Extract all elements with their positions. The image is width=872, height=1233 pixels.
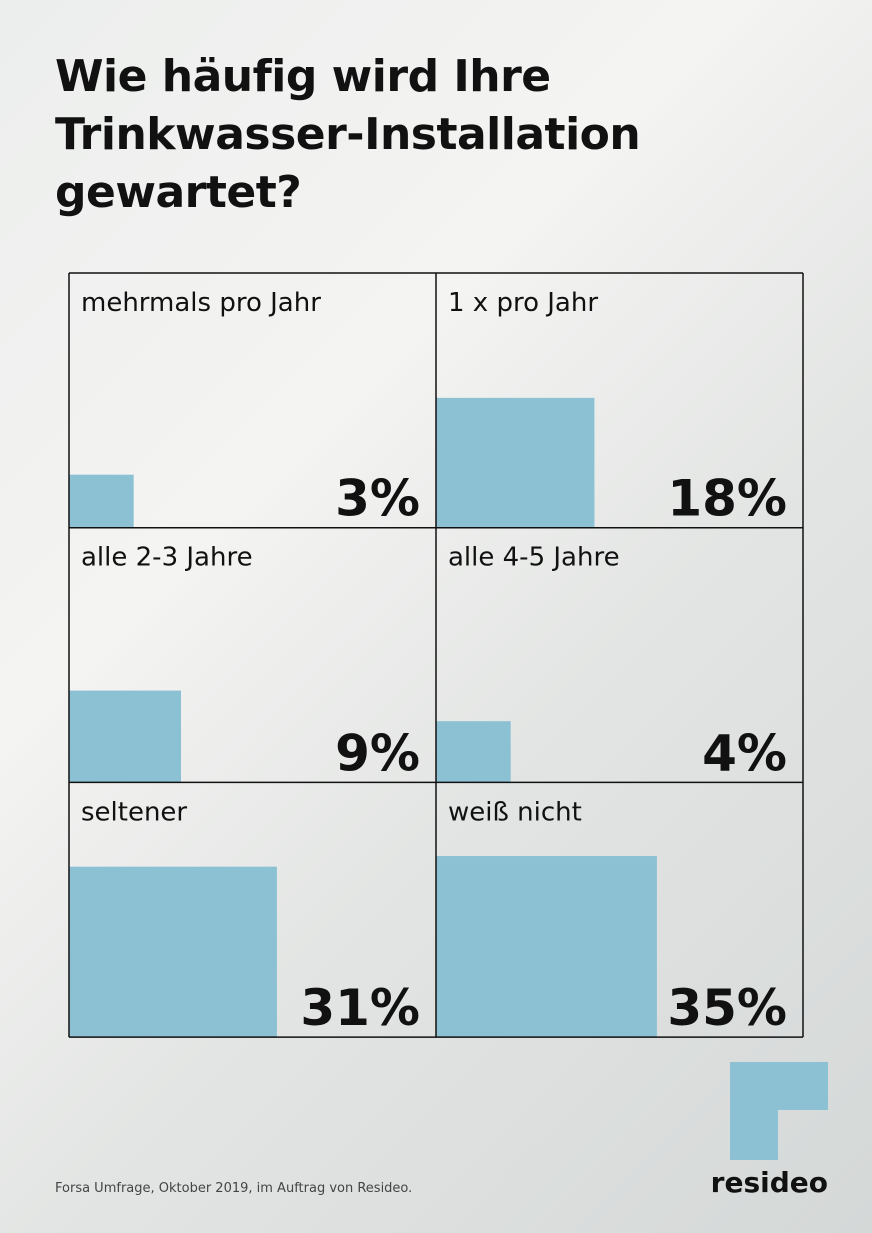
value-label: 3%: [335, 470, 420, 528]
value-label: 35%: [667, 979, 787, 1037]
logo-text: resideo: [711, 1166, 828, 1199]
bar: [436, 856, 657, 1038]
bar: [69, 866, 277, 1038]
value-label: 9%: [335, 724, 420, 782]
bar: [69, 474, 134, 528]
value-label: 31%: [300, 979, 420, 1037]
footnote: Forsa Umfrage, Oktober 2019, im Auftrag …: [55, 1181, 412, 1196]
category-label: seltener: [81, 797, 187, 827]
category-label: weiß nicht: [448, 797, 582, 827]
chart-title: Wie häufig wird Ihre Trinkwasser-Install…: [55, 51, 641, 218]
value-label: 4%: [702, 724, 787, 782]
category-label: alle 4-5 Jahre: [448, 543, 620, 573]
bar: [69, 690, 182, 783]
bar: [436, 721, 511, 783]
category-label: alle 2-3 Jahre: [81, 543, 253, 573]
category-label: 1 x pro Jahr: [448, 288, 598, 318]
bar: [436, 397, 595, 528]
category-label: mehrmals pro Jahr: [81, 288, 321, 318]
logo-mark: [730, 1062, 828, 1160]
value-label: 18%: [667, 470, 787, 528]
